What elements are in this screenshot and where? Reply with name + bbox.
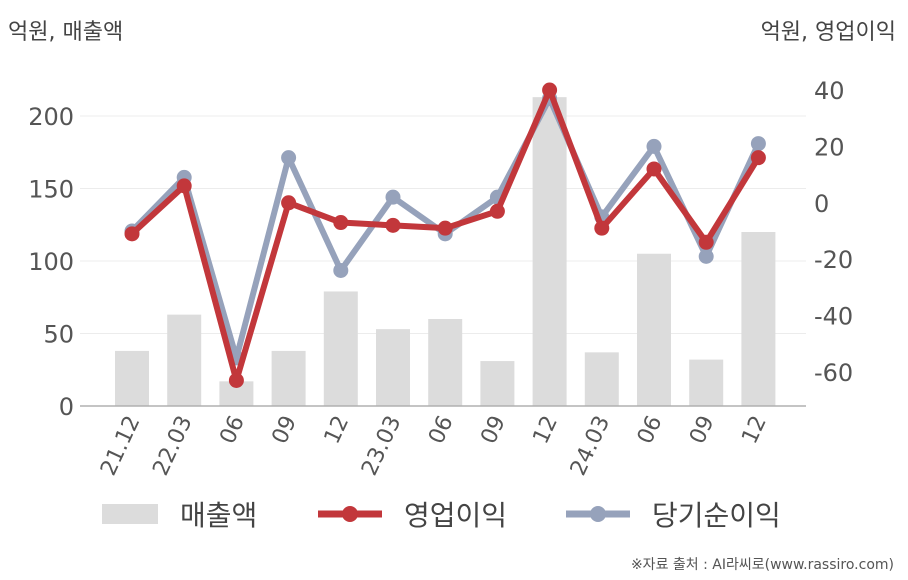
x-axis-tick-label: 06 <box>215 412 249 448</box>
legend-swatch-net-income <box>566 506 630 522</box>
legend-label-net-income: 당기순이익 <box>652 499 781 532</box>
bar-revenue <box>532 97 567 407</box>
source-credit: ※자료 출처 : AI라씨로(www.rassiro.com) <box>630 557 894 573</box>
point-operating-profit <box>437 220 453 236</box>
bar-revenue <box>689 359 724 406</box>
point-operating-profit <box>228 372 244 388</box>
point-net-income <box>333 262 349 278</box>
right-axis-tick-label: 40 <box>814 77 845 105</box>
point-operating-profit <box>542 82 558 98</box>
bar-revenue <box>167 314 202 406</box>
chart-legend: 매출액 영업이익 당기순이익 <box>0 494 908 534</box>
right-axis-tick-label: -40 <box>814 303 853 331</box>
point-operating-profit <box>750 150 766 166</box>
point-operating-profit <box>333 215 349 231</box>
bar-revenue <box>428 319 463 406</box>
point-operating-profit <box>698 234 714 250</box>
point-net-income <box>646 138 662 154</box>
bar-revenue <box>376 329 410 406</box>
bar-revenue <box>323 291 358 406</box>
combo-chart: 0 50 100 150 200 -60 -40 -20 0 20 40 21.12 22.03 06 09… <box>28 77 853 480</box>
left-axis-tick-label: 200 <box>28 103 74 131</box>
point-net-income <box>385 189 401 205</box>
point-operating-profit <box>281 195 297 211</box>
x-axis-tick-label: 12 <box>320 412 354 448</box>
x-axis-tick-label: 09 <box>476 412 510 448</box>
bar-revenue <box>271 350 306 406</box>
legend-item-revenue: 매출액 <box>102 494 257 534</box>
point-operating-profit <box>124 226 140 242</box>
x-axis-tick-label: 09 <box>268 412 302 448</box>
point-operating-profit <box>646 161 662 177</box>
bar-revenue <box>741 232 776 406</box>
x-axis-tick-label: 22.03 <box>148 412 197 480</box>
right-axis-tick-label: -60 <box>814 359 853 387</box>
legend-label-revenue: 매출액 <box>180 499 258 532</box>
left-axis-tick-label: 50 <box>43 321 74 349</box>
bar-revenue <box>115 350 149 406</box>
bar-revenue <box>480 361 515 406</box>
point-operating-profit <box>385 217 401 233</box>
x-axis-tick-label: 21.12 <box>96 412 145 480</box>
bar-revenue <box>584 352 619 406</box>
point-net-income <box>281 150 297 166</box>
x-axis-tick-label: 12 <box>529 412 563 448</box>
x-axis-tick-label: 06 <box>424 412 458 448</box>
x-axis-tick-label: 23.03 <box>357 412 406 480</box>
x-axis-tick-label: 24.03 <box>566 412 615 480</box>
right-axis-tick-label: 0 <box>814 190 829 218</box>
point-operating-profit <box>594 220 610 236</box>
left-axis-unit-label: 억원, 매출액 <box>8 20 124 45</box>
x-axis-tick-label: 06 <box>633 412 667 448</box>
bar-revenue <box>637 253 671 406</box>
point-net-income <box>750 136 766 152</box>
point-net-income <box>698 248 714 264</box>
legend-swatch-operating-profit <box>318 506 382 522</box>
right-axis-unit-label: 억원, 영업이익 <box>760 20 896 45</box>
x-axis-tick-label: 12 <box>737 412 771 448</box>
legend-item-operating-profit: 영업이익 <box>318 494 507 534</box>
x-axis-tick-label: 09 <box>685 412 719 448</box>
right-axis-tick-label: 20 <box>814 133 845 161</box>
point-operating-profit <box>489 203 505 219</box>
right-axis-tick-label: -20 <box>814 246 853 274</box>
legend-item-net-income: 당기순이익 <box>566 494 781 534</box>
point-operating-profit <box>176 178 192 194</box>
left-axis-tick-label: 100 <box>28 248 74 276</box>
legend-label-operating-profit: 영업이익 <box>404 499 508 532</box>
legend-swatch-revenue <box>102 504 158 524</box>
left-axis-tick-label: 0 <box>59 393 74 421</box>
left-axis-tick-label: 150 <box>28 176 74 204</box>
